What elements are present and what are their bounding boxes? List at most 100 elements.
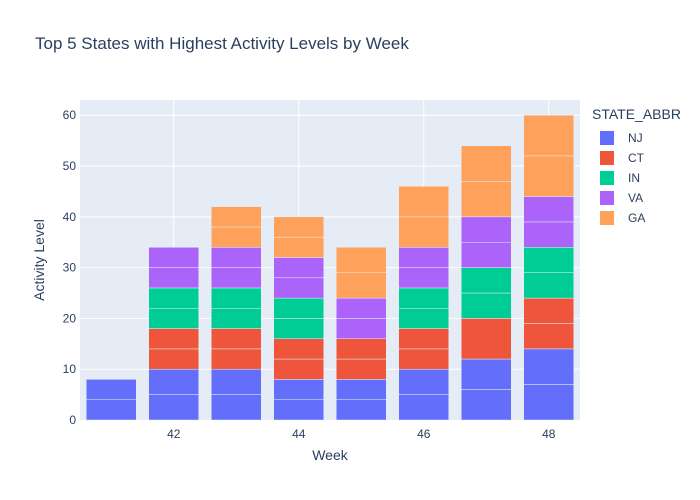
y-axis-title: Activity Level	[31, 219, 47, 301]
legend-swatch	[600, 191, 614, 205]
bar-segment-va[interactable]	[211, 267, 262, 289]
bar-segment-va[interactable]	[461, 241, 512, 268]
bar-segment-nj[interactable]	[86, 379, 137, 400]
bar-segment-ct[interactable]	[211, 328, 262, 350]
bar-segment-in[interactable]	[461, 292, 512, 319]
bar-segment-ga[interactable]	[461, 145, 512, 182]
bar-segment-nj[interactable]	[148, 368, 199, 395]
bar-segment-ct[interactable]	[336, 358, 387, 380]
bar-segment-in[interactable]	[398, 308, 449, 329]
bar-segment-va[interactable]	[523, 221, 574, 248]
bar-segment-ga[interactable]	[523, 155, 574, 197]
y-tick-label: 30	[63, 261, 77, 275]
bar-segment-ga[interactable]	[523, 114, 574, 157]
legend-item-in[interactable]: IN	[600, 168, 681, 188]
bar-segment-in[interactable]	[211, 287, 262, 309]
bar-segment-in[interactable]	[523, 247, 574, 273]
bar-segment-ct[interactable]	[461, 318, 512, 360]
bar-segment-va[interactable]	[273, 257, 324, 279]
legend-swatch	[600, 211, 614, 225]
bar-segment-ct[interactable]	[398, 328, 449, 350]
bar-segment-nj[interactable]	[211, 394, 262, 421]
legend-title: STATE_ABBR	[592, 106, 681, 122]
bar-segment-va[interactable]	[523, 196, 574, 223]
y-tick-label: 0	[69, 413, 76, 427]
legend-item-ct[interactable]: CT	[600, 148, 681, 168]
bar-segment-va[interactable]	[148, 247, 199, 268]
bar-segment-in[interactable]	[398, 287, 449, 309]
bar-segment-nj[interactable]	[86, 399, 137, 421]
bar-segment-ct[interactable]	[523, 323, 574, 350]
bar-segment-ga[interactable]	[461, 181, 512, 218]
bar-segment-nj[interactable]	[461, 358, 512, 390]
bar-segment-va[interactable]	[336, 297, 387, 319]
bar-segment-ct[interactable]	[148, 348, 199, 370]
bar-segment-va[interactable]	[273, 277, 324, 299]
legend-item-nj[interactable]: NJ	[600, 128, 681, 148]
bar-segment-nj[interactable]	[523, 348, 574, 385]
bar-segment-ct[interactable]	[336, 338, 387, 360]
x-axis-ticks: 42 44 46 48	[167, 427, 556, 441]
bar-segment-ct[interactable]	[148, 328, 199, 350]
bar-segment-va[interactable]	[398, 267, 449, 289]
bar-segment-in[interactable]	[211, 308, 262, 329]
bar-segment-ga[interactable]	[336, 272, 387, 299]
legend-label: VA	[628, 191, 644, 205]
bar-segment-nj[interactable]	[336, 379, 387, 400]
bar-segment-ct[interactable]	[273, 358, 324, 380]
bar-segment-nj[interactable]	[211, 368, 262, 395]
y-tick-label: 10	[63, 362, 77, 376]
bar-segment-ga[interactable]	[273, 236, 324, 258]
legend-swatch	[600, 171, 614, 185]
bar-segment-ga[interactable]	[336, 247, 387, 273]
bar-segment-nj[interactable]	[523, 384, 574, 421]
y-tick-label: 40	[63, 210, 77, 224]
bar-segment-va[interactable]	[461, 216, 512, 243]
legend-label: NJ	[628, 131, 643, 145]
bar-segment-nj[interactable]	[273, 379, 324, 400]
y-axis-ticks: 0 10 20 30 40 50 60	[63, 108, 77, 427]
bar-segment-va[interactable]	[398, 247, 449, 268]
legend-swatch	[600, 151, 614, 165]
bar-segment-va[interactable]	[336, 318, 387, 339]
y-tick-label: 20	[63, 311, 77, 325]
legend-label: CT	[628, 151, 644, 165]
bar-segment-ga[interactable]	[273, 216, 324, 238]
legend: STATE_ABBR NJ CT IN VA GA	[592, 106, 681, 228]
bar-segment-ga[interactable]	[211, 206, 262, 228]
chart-title: Top 5 States with Highest Activity Level…	[35, 34, 409, 53]
x-tick-label: 48	[542, 427, 556, 441]
bar-segment-nj[interactable]	[273, 399, 324, 421]
bar-segment-nj[interactable]	[461, 389, 512, 421]
bar-segment-va[interactable]	[211, 247, 262, 268]
bar-segment-ct[interactable]	[523, 297, 574, 324]
bar-segment-ga[interactable]	[211, 226, 262, 248]
bar-segment-in[interactable]	[461, 267, 512, 294]
legend-label: IN	[628, 171, 640, 185]
legend-label: GA	[628, 211, 646, 225]
bar-segment-ct[interactable]	[398, 348, 449, 370]
bar-segment-nj[interactable]	[336, 399, 387, 421]
bar-segment-in[interactable]	[148, 308, 199, 329]
bar-segment-nj[interactable]	[148, 394, 199, 421]
bar-segment-ct[interactable]	[211, 348, 262, 370]
bar-segment-in[interactable]	[523, 272, 574, 299]
bar-segment-in[interactable]	[273, 297, 324, 319]
bar-segment-ga[interactable]	[398, 216, 449, 248]
bar-segment-nj[interactable]	[398, 394, 449, 421]
x-tick-label: 44	[292, 427, 306, 441]
bar-segment-ct[interactable]	[273, 338, 324, 360]
bar-segment-in[interactable]	[148, 287, 199, 309]
y-tick-label: 60	[63, 108, 77, 122]
bar-segment-ga[interactable]	[398, 186, 449, 218]
legend-item-va[interactable]: VA	[600, 188, 681, 208]
legend-items: NJ CT IN VA GA	[592, 128, 681, 228]
bar-segment-va[interactable]	[148, 267, 199, 289]
bar-segment-nj[interactable]	[398, 368, 449, 395]
legend-item-ga[interactable]: GA	[600, 208, 681, 228]
legend-swatch	[600, 131, 614, 145]
x-axis-title: Week	[312, 447, 349, 463]
bar-segment-in[interactable]	[273, 318, 324, 339]
